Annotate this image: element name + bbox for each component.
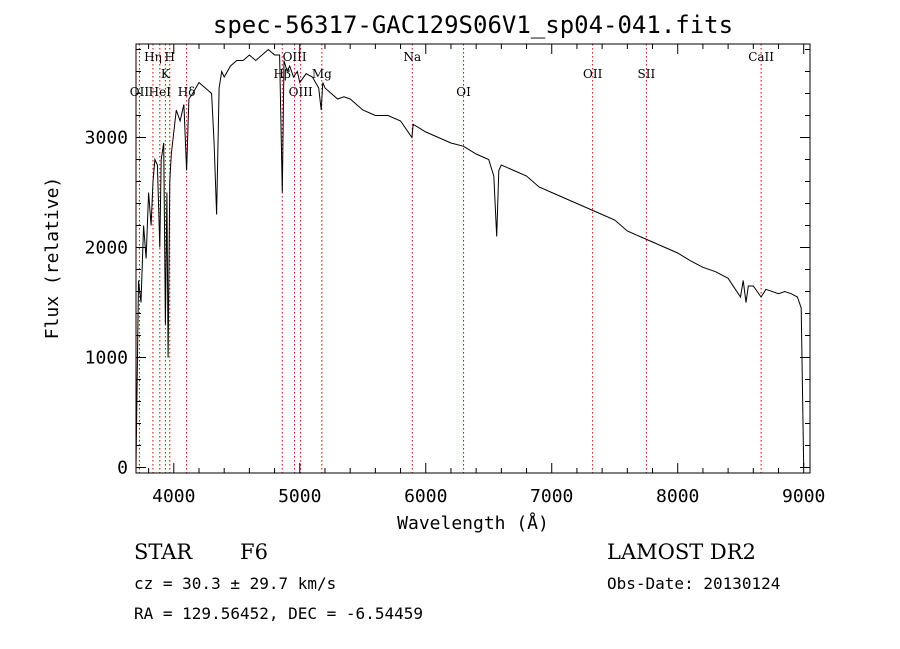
line-marker-label: OII [130,85,150,99]
redshift-velocity: cz = 30.3 ± 29.7 km/s [134,574,337,593]
line-marker-label: H [165,50,175,64]
line-marker-label: CaII [748,50,774,64]
line-marker-label: Na [403,50,421,64]
line-marker-label: Hη [144,50,162,64]
line-marker-label: K [161,67,171,81]
line-marker-label: OIII [283,50,307,64]
x-axis-label: Wavelength (Å) [397,512,549,534]
y-tick-label: 3000 [85,128,128,149]
spectrum-series [135,48,805,468]
object-subclass: F6 [240,540,268,564]
chart-title: spec-56317-GAC129S06V1_sp04-041.fits [213,11,733,39]
y-axis-label: Flux (relative) [42,177,63,340]
object-class: STAR [134,540,193,564]
observation-date: Obs-Date: 20130124 [607,574,781,593]
spectrum-line [135,48,805,468]
x-axis-ticks: 4000 5000 6000 7000 8000 9000 [148,44,825,507]
y-tick-label: 1000 [85,348,128,369]
y-tick-label: 2000 [85,238,128,259]
line-marker-label: SII [637,67,655,81]
line-marker-label: OIII [289,85,313,99]
y-axis-ticks: 0 1000 2000 3000 [85,49,810,479]
survey-name: LAMOST DR2 [607,540,756,564]
line-marker-label: Hδ [178,85,196,99]
x-tick-label: 9000 [782,486,825,507]
x-tick-label: 4000 [152,486,195,507]
x-tick-label: 6000 [404,486,447,507]
line-marker-label: OII [583,67,603,81]
line-marker-label: Mg [312,67,332,81]
sky-coordinates: RA = 129.56452, DEC = -6.54459 [134,604,423,623]
x-tick-label: 5000 [278,486,321,507]
plot-frame [135,43,811,474]
x-tick-label: 7000 [530,486,573,507]
x-tick-label: 8000 [656,486,699,507]
line-marker-label: HeI [149,85,172,99]
y-tick-label: 0 [117,458,128,479]
line-marker-label: OI [456,85,471,99]
